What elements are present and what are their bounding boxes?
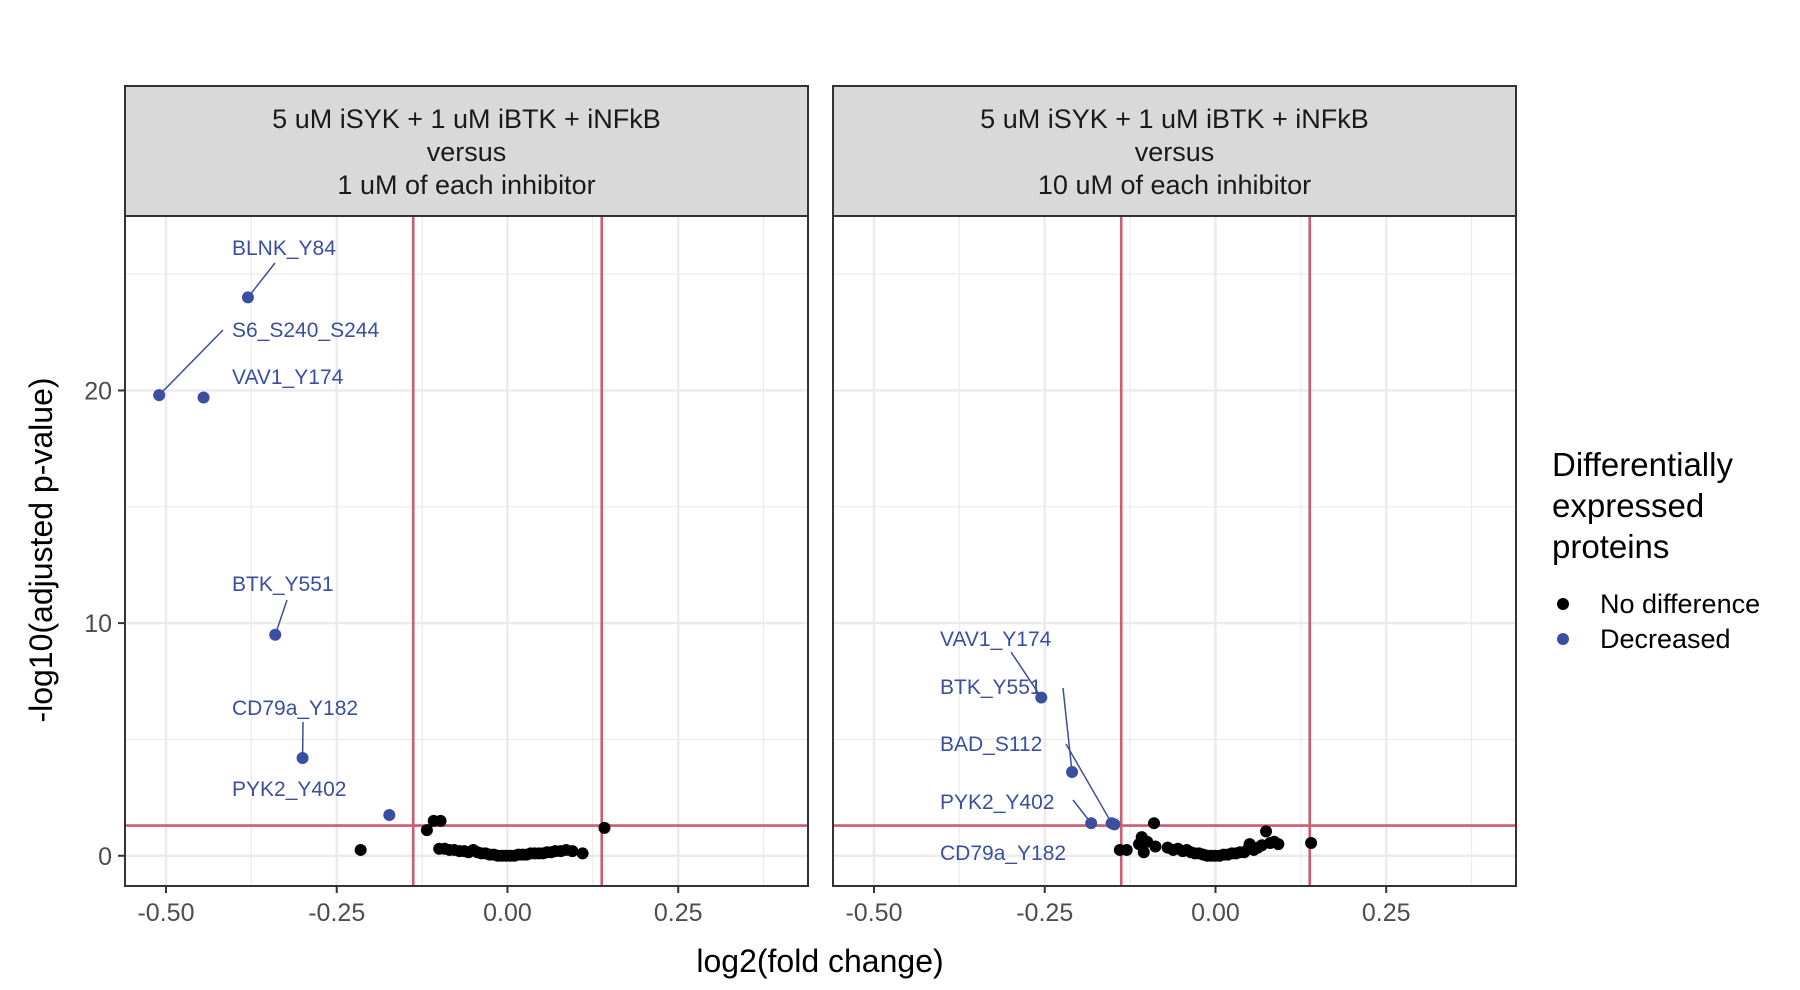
facet-strip bbox=[124, 85, 809, 217]
point-no-difference bbox=[1120, 843, 1133, 856]
y-tick-label: 20 bbox=[84, 377, 112, 405]
point-no-difference bbox=[1272, 838, 1285, 851]
point-decreased bbox=[1108, 818, 1121, 831]
facet-strip-label: 5 uM iSYK + 1 uM iBTK + iNFkB bbox=[272, 104, 661, 134]
point-no-difference bbox=[354, 843, 367, 856]
point-decreased bbox=[1085, 817, 1098, 830]
label-leader-line bbox=[1010, 651, 1042, 698]
point-label: BTK_Y551 bbox=[940, 676, 1042, 699]
facet-strip-label: versus bbox=[1135, 137, 1215, 167]
legend-title: proteins bbox=[1552, 528, 1669, 565]
point-no-difference bbox=[598, 821, 611, 834]
point-no-difference bbox=[1137, 846, 1150, 859]
point-decreased bbox=[383, 809, 396, 822]
x-axis-title: log2(fold change) bbox=[696, 943, 943, 979]
point-label: BTK_Y551 bbox=[232, 573, 334, 596]
facet-strip bbox=[832, 85, 1517, 217]
point-no-difference bbox=[434, 814, 447, 827]
point-label: VAV1_Y174 bbox=[940, 628, 1052, 651]
point-label: PYK2_Y402 bbox=[940, 791, 1054, 814]
x-tick-label: 0.00 bbox=[483, 899, 532, 927]
facet-strip-label: versus bbox=[427, 137, 507, 167]
point-decreased bbox=[197, 391, 210, 404]
label-leader-line bbox=[1065, 743, 1113, 824]
legend-title: expressed bbox=[1552, 487, 1704, 524]
point-decreased bbox=[296, 752, 309, 765]
point-no-difference bbox=[1149, 840, 1162, 853]
x-tick-label: 0.25 bbox=[654, 899, 703, 927]
x-tick-label: -0.50 bbox=[845, 899, 902, 927]
x-tick-label: -0.25 bbox=[1016, 899, 1073, 927]
x-tick-label: -0.25 bbox=[308, 899, 365, 927]
point-label: PYK2_Y402 bbox=[232, 778, 346, 801]
point-label: S6_S240_S244 bbox=[232, 319, 379, 342]
facet-strip-label: 5 uM iSYK + 1 uM iBTK + iNFkB bbox=[980, 104, 1369, 134]
point-no-difference bbox=[576, 847, 589, 860]
label-leader-line bbox=[158, 329, 224, 396]
point-label: BLNK_Y84 bbox=[232, 237, 336, 260]
point-decreased bbox=[1035, 691, 1048, 704]
point-label: CD79a_Y182 bbox=[940, 842, 1066, 865]
panel-background bbox=[125, 216, 808, 886]
point-label: BAD_S112 bbox=[940, 733, 1042, 756]
legend-key bbox=[1557, 633, 1569, 645]
x-tick-label: -0.50 bbox=[137, 899, 194, 927]
point-decreased bbox=[1066, 766, 1079, 779]
point-decreased bbox=[153, 389, 166, 402]
point-no-difference bbox=[566, 845, 579, 858]
legend-key bbox=[1557, 598, 1569, 610]
point-no-difference bbox=[420, 824, 433, 837]
label-leader-line bbox=[247, 262, 276, 298]
facet-strip-label: 1 uM of each inhibitor bbox=[337, 170, 595, 200]
y-tick-label: 0 bbox=[98, 843, 112, 871]
legend-title: Differentially bbox=[1552, 446, 1733, 483]
point-no-difference bbox=[1305, 836, 1318, 849]
label-leader-line bbox=[1062, 687, 1073, 773]
y-axis-title: -log10(adjusted p-value) bbox=[23, 377, 59, 722]
point-label: VAV1_Y174 bbox=[232, 366, 344, 389]
x-tick-label: 0.00 bbox=[1191, 899, 1240, 927]
legend-label: Decreased bbox=[1600, 624, 1731, 654]
point-decreased bbox=[269, 628, 282, 641]
point-decreased bbox=[241, 291, 254, 304]
facet-strip-label: 10 uM of each inhibitor bbox=[1038, 170, 1311, 200]
x-tick-label: 0.25 bbox=[1362, 899, 1411, 927]
point-label: CD79a_Y182 bbox=[232, 697, 358, 720]
panel-background bbox=[833, 216, 1516, 886]
point-no-difference bbox=[1260, 825, 1273, 838]
legend-label: No difference bbox=[1600, 589, 1760, 619]
label-leader-line bbox=[274, 599, 288, 635]
y-tick-label: 10 bbox=[84, 610, 112, 638]
point-no-difference bbox=[1148, 817, 1161, 830]
